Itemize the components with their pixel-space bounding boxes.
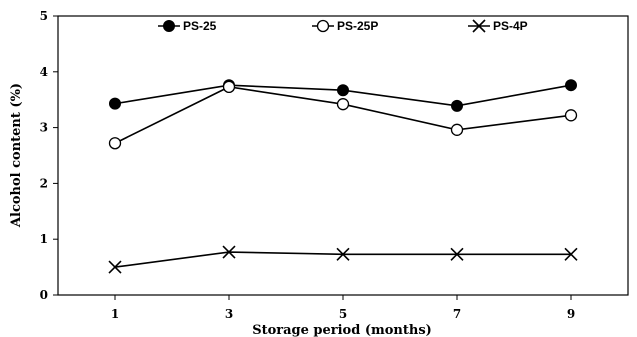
y-tick-labels: 0 1 2 3 4 5: [40, 9, 48, 302]
data-point-ps-25p: [336, 98, 350, 111]
data-point-ps-25p: [222, 80, 236, 94]
data-point-ps-25: [109, 97, 121, 110]
x-tick-label: 5: [339, 307, 347, 321]
y-tick-label: 5: [40, 9, 48, 23]
data-point-ps-25: [337, 84, 349, 97]
x-axis-title: Storage period (months): [252, 323, 432, 337]
axes: [53, 15, 629, 300]
y-tick-label: 0: [40, 288, 48, 302]
legend-entry-ps-25: PS-25: [158, 19, 217, 33]
legend-entry-ps-25p: PS-25P: [312, 19, 378, 33]
y-tick-label: 1: [40, 232, 48, 246]
legend-marker-ps-25: [163, 20, 175, 32]
legend-label-ps-4p: PS-4P: [493, 19, 528, 33]
x-tick-label: 1: [111, 307, 119, 321]
y-tick-label: 4: [40, 65, 48, 79]
data-point-ps-25p: [450, 123, 464, 136]
data-point-ps-25p: [108, 137, 122, 150]
data-point-ps-4p: [336, 247, 350, 261]
x-tick-label: 7: [453, 307, 461, 321]
data-point-ps-25: [565, 79, 577, 92]
x-tick-label: 3: [225, 307, 233, 321]
legend-label-ps-25p: PS-25P: [337, 19, 378, 33]
y-tick-label: 2: [40, 176, 48, 190]
series-lines: [108, 79, 578, 274]
legend: PS-25 PS-25P PS-4P: [158, 19, 528, 33]
data-point-ps-4p: [450, 247, 464, 261]
y-tick-label: 3: [40, 121, 48, 135]
x-tick-label: 9: [567, 307, 575, 321]
legend-marker-ps-25p: [316, 19, 330, 33]
y-axis-title: Alcohol content (%): [9, 83, 24, 228]
legend-entry-ps-4p: PS-4P: [468, 19, 528, 33]
data-point-ps-4p: [222, 245, 236, 259]
legend-label-ps-25: PS-25: [183, 19, 217, 33]
x-tick-labels: 1 3 5 7 9: [111, 307, 575, 321]
data-point-ps-25: [451, 99, 463, 112]
data-point-ps-25p: [564, 109, 578, 122]
data-point-ps-4p: [564, 247, 578, 261]
data-point-ps-4p: [108, 260, 122, 274]
legend-marker-ps-4p: [472, 19, 486, 33]
